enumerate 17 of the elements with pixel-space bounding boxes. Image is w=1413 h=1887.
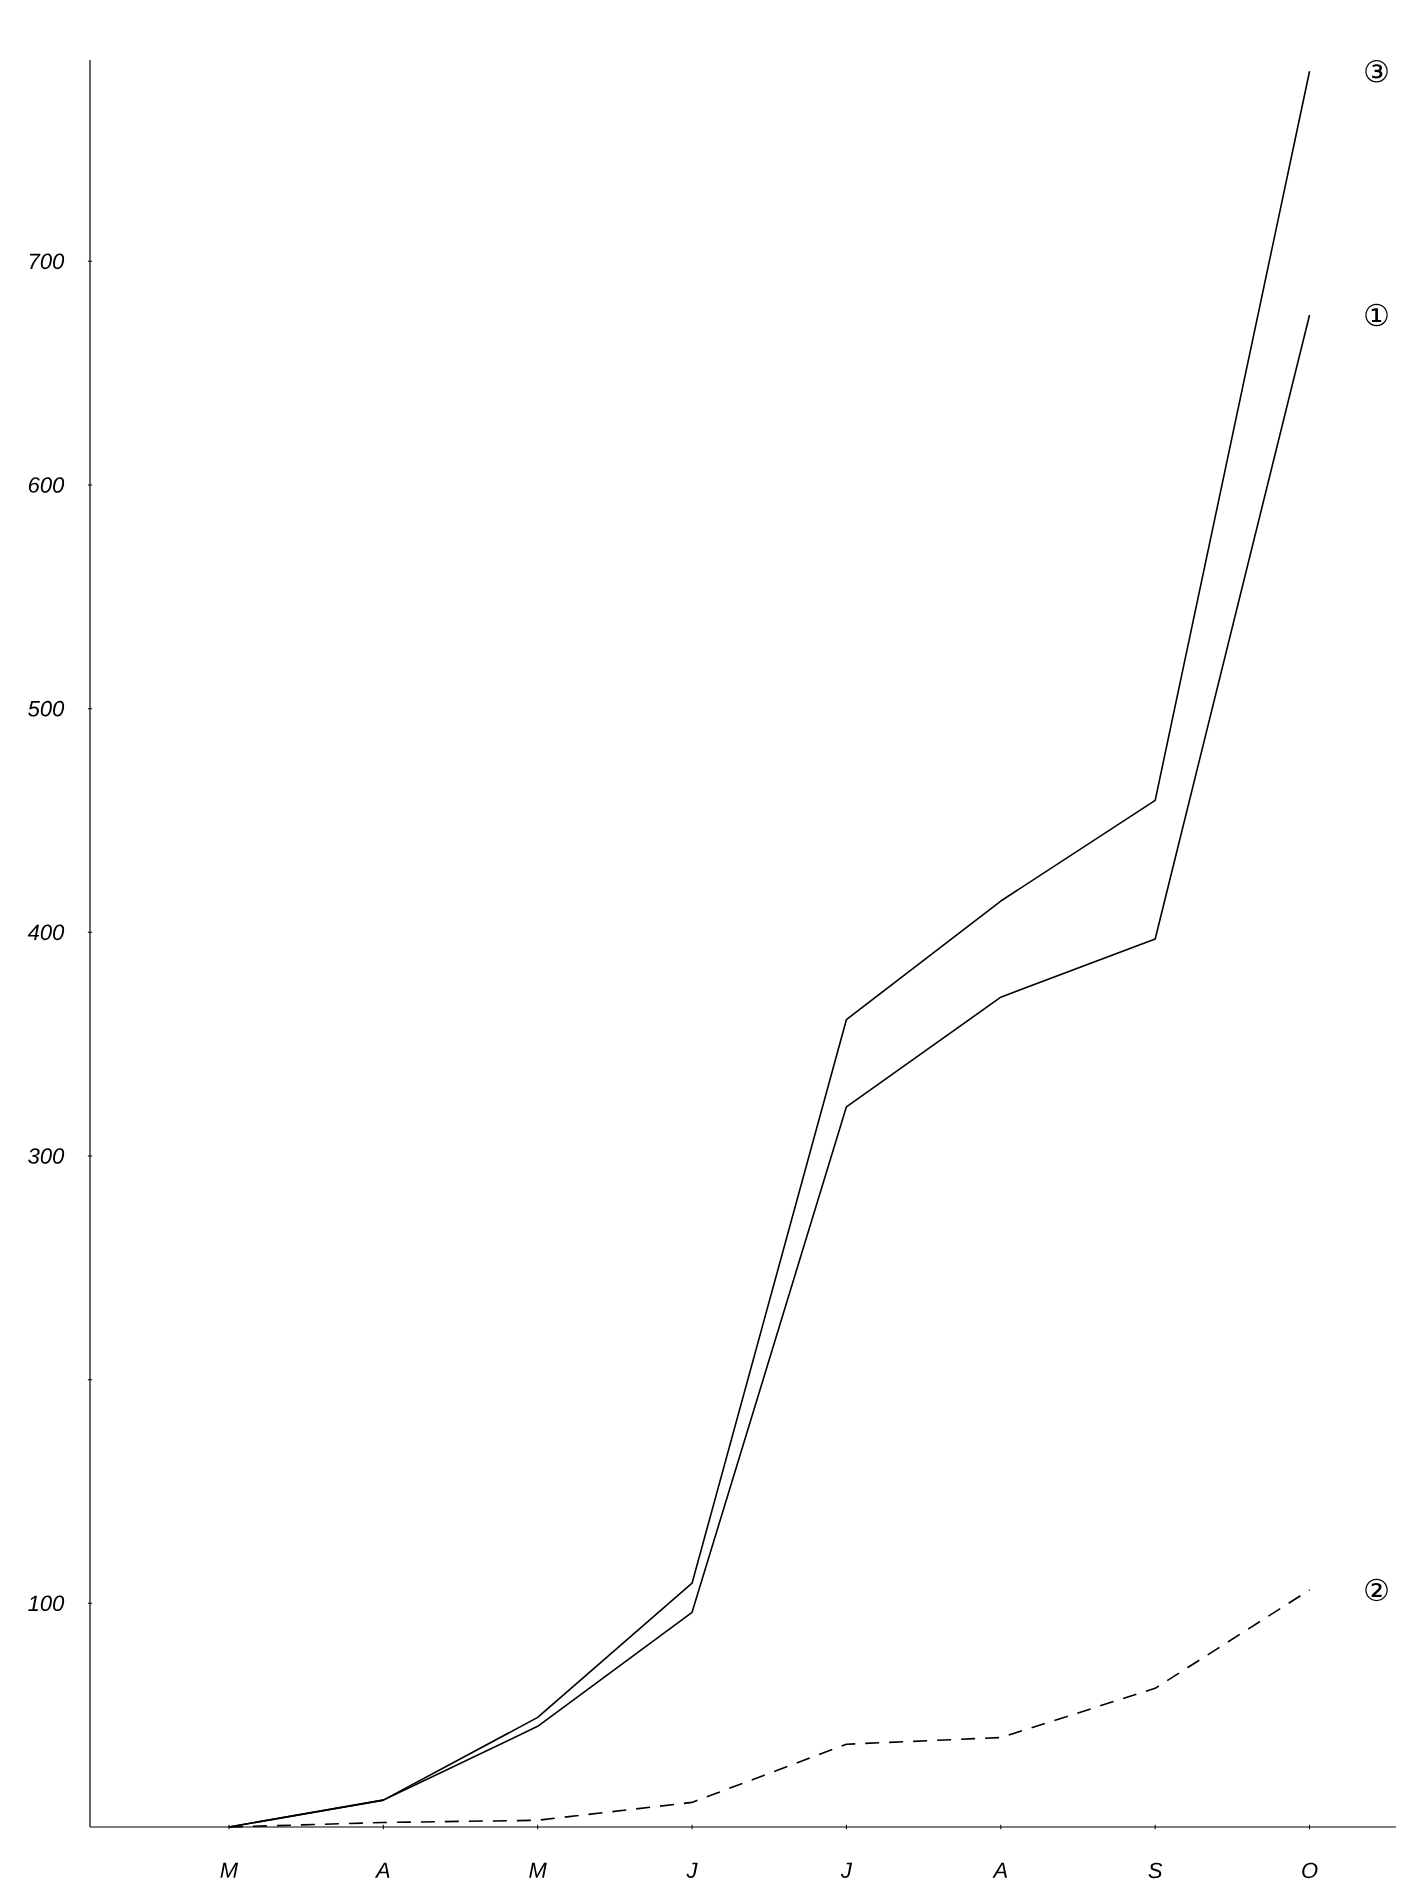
y-tick-label: 400 — [27, 924, 65, 941]
x-tick-label: A — [374, 1862, 390, 1878]
series-label: ③ — [1365, 60, 1388, 83]
y-tick-label: 500 — [28, 700, 65, 717]
y-tick-label: 100 — [28, 1595, 65, 1612]
x-tick-label: O — [1302, 1862, 1318, 1879]
y-tick-label: 600 — [28, 477, 65, 493]
x-tick-label: A — [992, 1862, 1007, 1878]
x-tick-label: M — [529, 1862, 547, 1878]
y-tick-label: 700 — [29, 253, 65, 270]
x-tick-label: M — [220, 1862, 239, 1878]
y-tick-label: 300 — [28, 1148, 65, 1164]
x-tick-label: J — [686, 1862, 698, 1879]
series-label: ① — [1365, 303, 1388, 327]
x-tick-label: J — [840, 1862, 853, 1879]
series-label: ② — [1365, 1578, 1388, 1602]
x-tick-label: S — [1148, 1862, 1163, 1879]
